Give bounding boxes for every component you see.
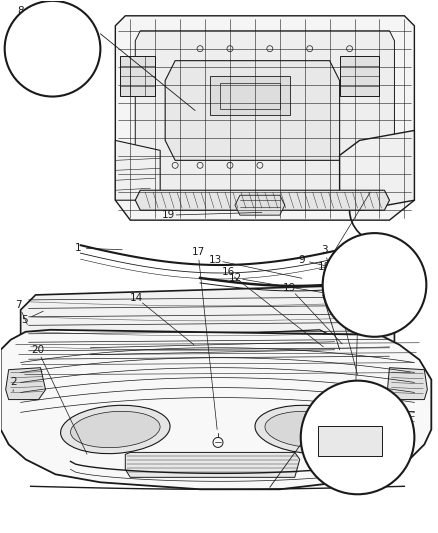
Text: 18: 18: [318, 262, 331, 272]
Text: 19: 19: [162, 210, 175, 220]
Polygon shape: [244, 358, 256, 368]
Text: 20: 20: [31, 345, 44, 355]
Text: 13: 13: [208, 255, 222, 265]
Text: 10: 10: [348, 262, 361, 272]
Text: 17: 17: [191, 247, 205, 257]
Polygon shape: [135, 190, 389, 210]
Text: 14: 14: [130, 293, 143, 303]
Polygon shape: [210, 76, 290, 116]
FancyBboxPatch shape: [318, 426, 382, 456]
Polygon shape: [81, 330, 339, 368]
Polygon shape: [115, 16, 414, 220]
Text: 19: 19: [283, 283, 297, 293]
Circle shape: [301, 381, 414, 494]
Ellipse shape: [255, 405, 364, 454]
Text: 8: 8: [18, 6, 24, 16]
Text: 4: 4: [356, 253, 363, 263]
Text: 16: 16: [221, 267, 235, 277]
Circle shape: [5, 1, 100, 96]
Polygon shape: [1, 330, 431, 489]
Text: 7: 7: [15, 300, 22, 310]
Text: 2: 2: [11, 377, 17, 386]
Text: 12: 12: [228, 273, 242, 283]
Text: 1: 1: [75, 243, 82, 253]
Polygon shape: [21, 285, 395, 370]
Polygon shape: [320, 345, 345, 358]
Polygon shape: [165, 61, 339, 160]
Ellipse shape: [71, 411, 160, 448]
Polygon shape: [284, 358, 296, 368]
Polygon shape: [120, 55, 155, 95]
Polygon shape: [125, 453, 300, 478]
Text: 5: 5: [21, 315, 28, 325]
Circle shape: [332, 348, 341, 356]
Polygon shape: [339, 55, 379, 95]
Circle shape: [323, 233, 426, 337]
Polygon shape: [388, 368, 427, 400]
Text: 11: 11: [14, 24, 27, 34]
Polygon shape: [235, 195, 285, 215]
Ellipse shape: [60, 405, 170, 454]
Text: 9: 9: [298, 255, 305, 265]
Polygon shape: [370, 285, 399, 305]
Polygon shape: [135, 31, 395, 200]
Polygon shape: [6, 368, 46, 400]
Polygon shape: [204, 358, 216, 368]
Ellipse shape: [265, 411, 354, 448]
Text: 3: 3: [321, 245, 328, 255]
Polygon shape: [339, 131, 414, 210]
Polygon shape: [115, 140, 160, 200]
